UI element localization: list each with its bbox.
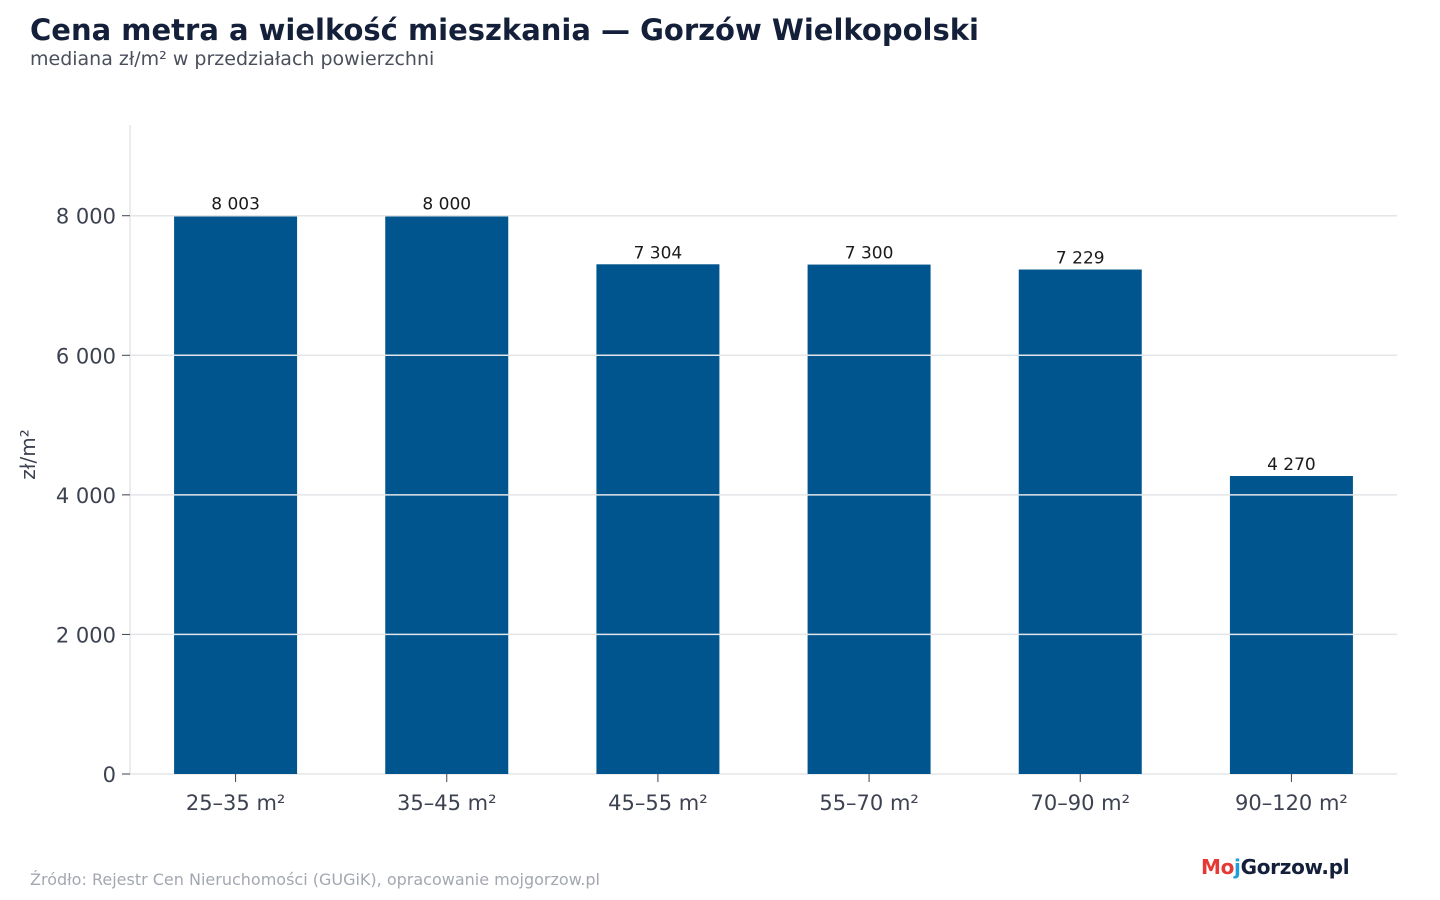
x-tick-label: 35–45 m² xyxy=(397,791,497,815)
bar-value-label: 4 270 xyxy=(1267,455,1316,475)
bar-value-label: 8 000 xyxy=(422,195,471,215)
x-tick-label: 45–55 m² xyxy=(608,791,708,815)
bar-3 xyxy=(596,264,720,774)
chart-title: Cena metra a wielkość mieszkania — Gorzó… xyxy=(30,13,979,47)
x-tick-label: 90–120 m² xyxy=(1235,791,1348,815)
logo-part-3: Gorzow.pl xyxy=(1240,855,1350,879)
x-tick-label: 70–90 m² xyxy=(1031,791,1131,815)
bar-value-label: 7 304 xyxy=(634,243,683,263)
y-tick-label: 4 000 xyxy=(56,484,116,508)
y-axis-label: zł/m² xyxy=(16,429,40,479)
bar-value-label: 7 300 xyxy=(845,244,894,264)
logo-part-2: j xyxy=(1234,855,1241,879)
chart-subtitle: mediana zł/m² w przedziałach powierzchni xyxy=(30,48,435,70)
brand-logo: MojGorzow.pl xyxy=(1201,855,1350,879)
x-tick-label: 55–70 m² xyxy=(819,791,919,815)
bar-4 xyxy=(807,264,931,774)
bar-6 xyxy=(1229,476,1353,774)
bar-value-label: 7 229 xyxy=(1056,249,1105,269)
bar-5 xyxy=(1018,269,1142,774)
y-tick-label: 0 xyxy=(103,763,116,787)
source-note: Źródło: Rejestr Cen Nieruchomości (GUGiK… xyxy=(30,870,600,889)
bar-value-label: 8 003 xyxy=(211,195,260,215)
logo-part-1: Mo xyxy=(1201,855,1235,879)
y-tick-label: 8 000 xyxy=(56,205,116,229)
x-tick-label: 25–35 m² xyxy=(186,791,286,815)
y-tick-label: 6 000 xyxy=(56,344,116,368)
y-tick-label: 2 000 xyxy=(56,623,116,647)
